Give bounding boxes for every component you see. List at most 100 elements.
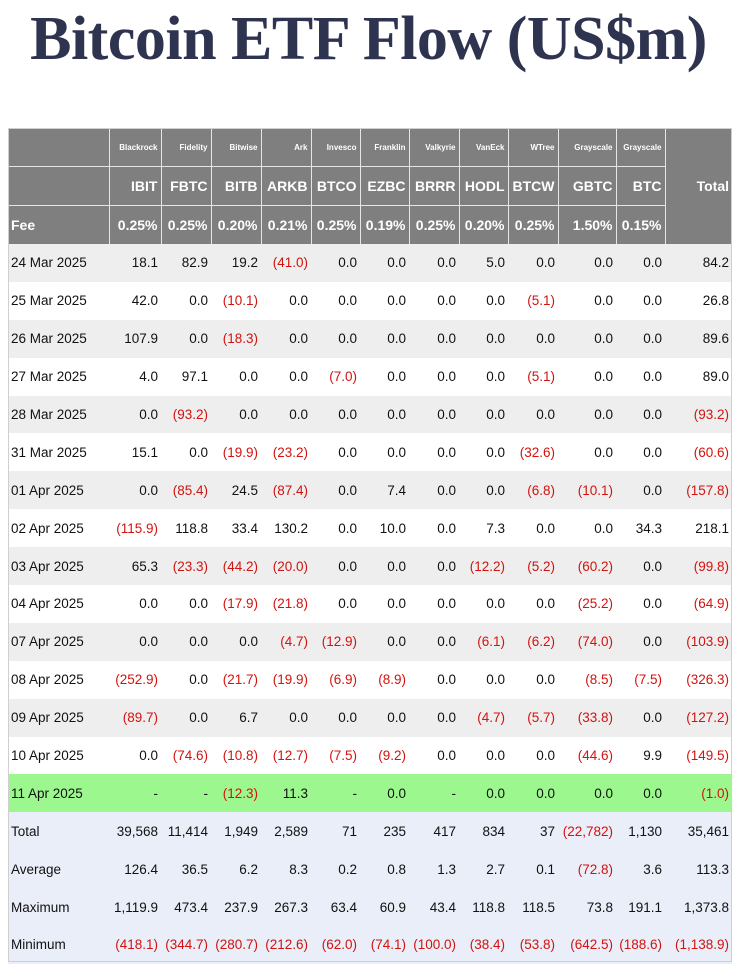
flow-cell: (19.9)	[211, 433, 261, 472]
flow-cell: 0.0	[360, 319, 409, 358]
flow-cell: 0.0	[311, 547, 360, 586]
row-date: 03 Apr 2025	[8, 547, 109, 586]
flow-cell: (41.0)	[261, 244, 311, 282]
ticker-header: BRRR	[408, 166, 459, 206]
flow-cell: 0.0	[409, 357, 459, 396]
flow-cell: 0.0	[409, 281, 459, 320]
stat-cell: 0.1	[508, 850, 558, 889]
flow-cell: -	[409, 774, 459, 813]
table-row: 02 Apr 2025 (115.9) 118.8 33.4 130.2 0.0 10.0 0…	[8, 509, 732, 548]
flow-cell: 0.0	[311, 433, 360, 472]
row-total-cell: 218.1	[665, 509, 732, 548]
stat-cell: 118.5	[508, 888, 558, 927]
flow-cell: 0.0	[311, 244, 360, 282]
row-total-cell: (93.2)	[665, 395, 732, 434]
stat-cell: 473.4	[161, 888, 211, 927]
flow-cell: 0.0	[508, 319, 558, 358]
flow-cell: 0.0	[409, 433, 459, 472]
stat-cell: 0.2	[311, 850, 360, 889]
flow-cell: 0.0	[459, 585, 508, 623]
flow-cell: (17.9)	[211, 585, 261, 623]
flow-cell: (9.2)	[360, 736, 409, 775]
table-row: 04 Apr 2025 0.0 0.0 (17.9) (21.8) 0.0 0.0 0.0 0.…	[8, 585, 732, 623]
flow-cell: 0.0	[409, 547, 459, 586]
issuer-header: Grayscale	[615, 128, 665, 167]
stat-cell: 834	[459, 812, 508, 851]
stat-cell: 73.8	[558, 888, 616, 927]
stats-row-minimum: Minimum (418.1) (344.7) (280.7) (212.6) (62.0…	[8, 926, 732, 964]
table-row: 10 Apr 2025 0.0 (74.6) (10.8) (12.7) (7.5) (9.…	[8, 736, 732, 775]
flow-cell: 0.0	[409, 319, 459, 358]
flow-cell: 0.0	[616, 698, 665, 737]
ticker-header: BTCW	[507, 166, 558, 206]
stat-cell: 0.8	[360, 850, 409, 889]
flow-cell: (6.1)	[459, 622, 508, 661]
flow-cell: 0.0	[508, 244, 558, 282]
flow-cell: 0.0	[558, 509, 616, 548]
flow-cell: 0.0	[616, 357, 665, 396]
stat-cell: 60.9	[360, 888, 409, 927]
issuer-header: Fidelity	[160, 128, 211, 167]
issuer-header: Blackrock	[108, 128, 161, 167]
flow-cell: 33.4	[211, 509, 261, 548]
row-total-cell: 89.0	[665, 357, 732, 396]
stat-cell: 35,461	[665, 812, 732, 851]
row-total-cell: 84.2	[665, 244, 732, 282]
issuer-header: Ark	[260, 128, 311, 167]
row-total-cell: 26.8	[665, 281, 732, 320]
row-total-cell: (60.6)	[665, 433, 732, 472]
flow-cell: 0.0	[360, 357, 409, 396]
fee-value: 1.50%	[557, 205, 616, 244]
fee-header-row: Fee 0.25% 0.25% 0.20% 0.21% 0.25% 0.19% 0.25% 0…	[8, 205, 732, 244]
flow-cell: 0.0	[409, 471, 459, 510]
row-date: 11 Apr 2025	[8, 774, 109, 813]
ticker-header: BTCO	[310, 166, 360, 206]
flow-cell: 0.0	[508, 509, 558, 548]
flow-cell: (5.1)	[508, 281, 558, 320]
flow-cell: (12.7)	[261, 736, 311, 775]
flow-cell: 4.0	[109, 357, 161, 396]
stat-cell: 2,589	[261, 812, 311, 851]
flow-cell: (20.0)	[261, 547, 311, 586]
flow-cell: 0.0	[360, 244, 409, 282]
stat-cell: 39,568	[109, 812, 161, 851]
flow-cell: 0.0	[109, 622, 161, 661]
flow-cell: -	[109, 774, 161, 813]
stat-cell: 1,119.9	[109, 888, 161, 927]
stat-cell: (72.8)	[558, 850, 616, 889]
table-body: 24 Mar 2025 18.1 82.9 19.2 (41.0) 0.0 0.0 0.0 5.…	[8, 244, 732, 964]
fee-value: 0.25%	[160, 205, 211, 244]
fee-value: 0.25%	[408, 205, 459, 244]
ticker-header: BITB	[210, 166, 261, 206]
stat-cell: 11,414	[161, 812, 211, 851]
flow-cell: 0.0	[360, 547, 409, 586]
flow-cell: 34.3	[616, 509, 665, 548]
flow-cell: (74.6)	[161, 736, 211, 775]
flow-cell: 0.0	[211, 622, 261, 661]
flow-cell: 0.0	[360, 774, 409, 813]
row-date: 01 Apr 2025	[8, 471, 109, 510]
stat-cell: 1,949	[211, 812, 261, 851]
row-total-cell: (149.5)	[665, 736, 732, 775]
stat-cell: 63.4	[311, 888, 360, 927]
issuer-header: Franklin	[359, 128, 409, 167]
issuer-header: VanEck	[458, 128, 508, 167]
flow-cell: (5.1)	[508, 357, 558, 396]
table-row: 01 Apr 2025 0.0 (85.4) 24.5 (87.4) 0.0 7.4 0.0 0…	[8, 471, 732, 510]
flow-cell: (87.4)	[261, 471, 311, 510]
flow-cell: 6.7	[211, 698, 261, 737]
page-title: Bitcoin ETF Flow (US$m)	[30, 5, 707, 73]
flow-cell: (5.2)	[508, 547, 558, 586]
flow-cell: 97.1	[161, 357, 211, 396]
flow-cell: (33.8)	[558, 698, 616, 737]
flow-cell: 0.0	[311, 471, 360, 510]
table-row: 24 Mar 2025 18.1 82.9 19.2 (41.0) 0.0 0.0 0.0 5.…	[8, 244, 732, 282]
stat-cell: 1,130	[616, 812, 665, 851]
flow-cell: 0.0	[409, 395, 459, 434]
flow-cell: 0.0	[109, 395, 161, 434]
stat-cell: 36.5	[161, 850, 211, 889]
stat-cell: (62.0)	[311, 926, 360, 964]
row-total-cell: (103.9)	[665, 622, 732, 661]
flow-cell: 0.0	[616, 585, 665, 623]
table-row: 27 Mar 2025 4.0 97.1 0.0 0.0 (7.0) 0.0 0.0 0.0 (5…	[8, 357, 732, 396]
